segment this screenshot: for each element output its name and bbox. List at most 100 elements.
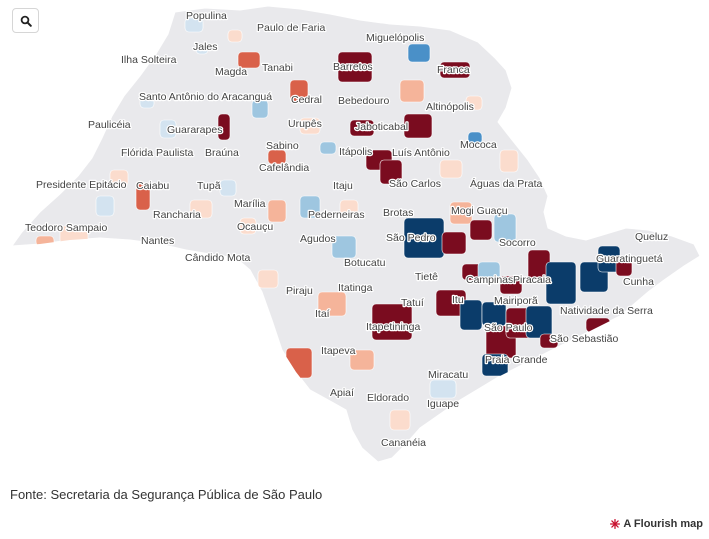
municipality-region[interactable] — [477, 261, 501, 281]
city-label: Itápolis — [339, 146, 372, 158]
municipality-region[interactable] — [331, 235, 357, 259]
municipality-region[interactable] — [349, 349, 375, 371]
city-label: Teodoro Sampaio — [25, 222, 107, 234]
city-label: Tatuí — [401, 297, 424, 309]
municipality-region[interactable] — [545, 261, 577, 305]
municipality-region[interactable] — [439, 61, 471, 79]
municipality-region[interactable] — [95, 195, 115, 217]
city-label: Cândido Mota — [185, 252, 251, 264]
city-label: Santo Antônio do Aracanguá — [139, 91, 272, 103]
city-label: Cafelândia — [259, 162, 309, 174]
municipality-region[interactable] — [299, 117, 321, 135]
municipality-region[interactable] — [439, 159, 463, 179]
municipality-region[interactable] — [179, 285, 197, 301]
city-label: Tupã — [197, 180, 221, 192]
municipality-region[interactable] — [615, 257, 633, 277]
municipality-region[interactable] — [317, 291, 347, 317]
municipality-region[interactable] — [389, 409, 411, 431]
municipality-region[interactable] — [379, 159, 403, 185]
city-label: Natividade da Serra — [560, 305, 653, 317]
city-label: Rancharia — [153, 209, 201, 221]
city-label: Apiaí — [330, 387, 354, 399]
municipality-region[interactable] — [239, 217, 257, 235]
municipality-region[interactable] — [299, 195, 321, 219]
search-button[interactable] — [12, 8, 39, 33]
city-label: Águas da Prata — [470, 177, 543, 190]
municipality-region[interactable] — [251, 99, 269, 119]
municipality-region[interactable] — [195, 43, 209, 55]
city-label: Ilha Solteira — [121, 54, 177, 66]
municipality-region[interactable] — [499, 275, 523, 295]
city-label: Itapetininga — [366, 321, 420, 333]
municipality-region[interactable] — [227, 29, 243, 43]
city-label: Luís Antônio — [392, 147, 450, 159]
city-label: Ocauçu — [237, 221, 273, 233]
municipality-region[interactable] — [319, 141, 337, 155]
municipality-region[interactable] — [399, 79, 425, 103]
municipality-region[interactable] — [184, 17, 204, 33]
city-label: Mogi Guaçu — [451, 205, 508, 217]
municipality-region[interactable] — [465, 95, 483, 111]
city-label: Campinas — [466, 274, 513, 286]
municipality-region[interactable] — [289, 79, 309, 103]
municipality-region[interactable] — [481, 353, 509, 377]
city-label: Cananéia — [381, 437, 426, 449]
city-label: São Sebastião — [550, 333, 618, 345]
municipality-region[interactable] — [337, 51, 373, 83]
city-label: Agudos — [300, 233, 336, 245]
city-label: Tietê — [415, 271, 438, 283]
city-label: Eldorado — [367, 392, 409, 404]
city-label: Franca — [437, 64, 470, 76]
municipality-region[interactable] — [469, 219, 493, 241]
city-label: Itaí — [315, 308, 330, 320]
city-label: Altinópolis — [426, 101, 474, 113]
municipality-region[interactable] — [539, 333, 559, 349]
municipality-region[interactable] — [189, 199, 213, 219]
city-label: Braúna — [205, 147, 239, 159]
municipality-region[interactable] — [371, 303, 413, 341]
municipality-region[interactable] — [441, 231, 467, 255]
city-label: Presidente Epitácio — [36, 179, 127, 191]
city-label: Mairiporã — [494, 295, 538, 307]
municipality-region[interactable] — [525, 305, 553, 339]
city-label: Praia Grande — [485, 354, 548, 366]
municipality-region[interactable] — [267, 149, 287, 165]
municipality-region[interactable] — [349, 119, 375, 137]
city-label: Mococa — [460, 139, 497, 151]
city-label: Caiabu — [136, 180, 169, 192]
city-label: Guararapes — [167, 124, 222, 136]
city-label: Bebedouro — [338, 95, 390, 107]
municipality-region[interactable] — [109, 169, 129, 187]
city-label: Guaratinguetá — [596, 253, 663, 265]
municipality-region[interactable] — [339, 199, 359, 219]
map-svg[interactable]: Populina Paulo de Faria Jales Miguelópolis I… — [0, 0, 709, 470]
city-label: Cedral — [291, 94, 322, 106]
city-label: Urupês — [288, 118, 322, 130]
municipality-region[interactable] — [407, 43, 431, 63]
city-label: Itaju — [333, 180, 353, 192]
choropleth-map[interactable]: Populina Paulo de Faria Jales Miguelópolis I… — [0, 0, 709, 470]
city-label: Paulo de Faria — [257, 22, 325, 34]
source-note: Fonte: Secretaria da Segurança Pública d… — [10, 487, 323, 502]
city-label: Pederneiras — [308, 209, 365, 221]
municipality-region[interactable] — [499, 149, 519, 173]
label-layer: Populina Paulo de Faria Jales Miguelópolis I… — [24, 9, 670, 451]
municipality-region[interactable] — [237, 51, 261, 69]
municipality-region[interactable] — [139, 95, 155, 109]
municipality-region[interactable] — [217, 113, 231, 141]
municipality-region[interactable] — [135, 183, 151, 211]
municipality-region[interactable] — [585, 317, 611, 333]
municipality-region[interactable] — [257, 269, 279, 289]
municipality-region[interactable] — [403, 113, 433, 139]
municipality-region[interactable] — [493, 213, 517, 243]
flourish-credit-link[interactable]: A Flourish map — [610, 518, 703, 530]
municipality-region[interactable] — [267, 199, 287, 223]
city-label: Sabino — [266, 140, 299, 152]
municipality-region[interactable] — [219, 179, 237, 197]
city-label: Socorro — [499, 237, 536, 249]
municipality-region[interactable] — [159, 119, 177, 139]
municipality-region[interactable] — [449, 201, 473, 225]
city-label: Magda — [215, 66, 247, 78]
municipality-region[interactable] — [429, 379, 457, 399]
municipality-region[interactable] — [467, 131, 483, 145]
